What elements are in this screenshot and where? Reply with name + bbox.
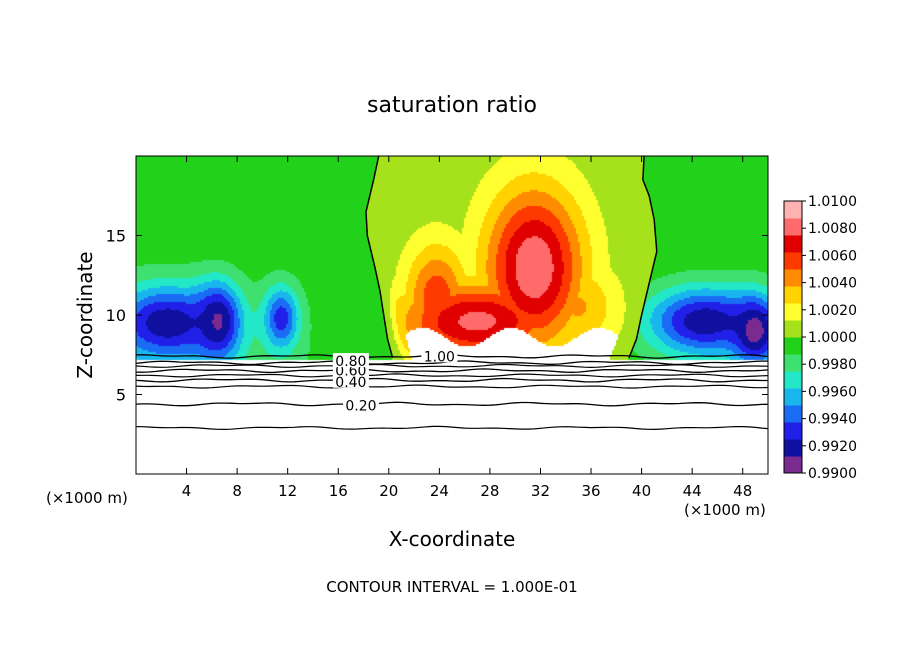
colorbar: 1.0100 1.0080 1.0060 1.0040 1.0020 1.0000 0.99… xyxy=(783,194,857,482)
contour-line xyxy=(135,373,769,378)
x-tick-label: 12 xyxy=(278,482,297,500)
x-unit-right: (×1000 m) xyxy=(684,501,766,519)
contour-label-bg xyxy=(332,353,369,368)
contour-line-1.000 xyxy=(628,155,658,359)
colorbar-swatch xyxy=(784,235,802,253)
x-tick-label: 44 xyxy=(683,482,702,500)
x-tick-label: 28 xyxy=(480,482,499,500)
colorbar-label: 1.0060 xyxy=(808,248,857,264)
contour-label: 1.00 xyxy=(424,349,455,365)
colorbar-label: 1.0000 xyxy=(808,330,857,346)
colorbar-swatch xyxy=(784,201,802,219)
colorbar-swatch xyxy=(784,286,802,304)
colorbar-swatch xyxy=(784,303,802,321)
colorbar-swatch xyxy=(784,218,802,236)
x-tick-label: 40 xyxy=(632,482,651,500)
contour-label-bg xyxy=(332,373,369,388)
y-tick-label: 15 xyxy=(106,227,126,246)
chart-title: saturation ratio xyxy=(367,93,537,118)
colorbar-label: 0.9920 xyxy=(808,439,857,455)
colorbar-swatch xyxy=(784,320,802,338)
contour-lines: 0.20 0.400.600.80 1.00 xyxy=(135,155,769,431)
x-tick-label: 36 xyxy=(581,482,600,500)
colorbar-label: 0.9940 xyxy=(808,412,857,428)
colorbar-swatch xyxy=(784,337,802,355)
contour-label: 0.60 xyxy=(335,364,366,380)
colorbar-swatch xyxy=(784,388,802,406)
x-tick-label: 8 xyxy=(232,482,242,500)
contour-label-bg xyxy=(421,348,458,363)
colorbar-swatch xyxy=(784,439,802,457)
colorbar-swatch xyxy=(784,252,802,270)
y-tick-label: 5 xyxy=(116,386,126,405)
x-tick-label: 48 xyxy=(733,482,752,500)
x-tick-label: 20 xyxy=(379,482,398,500)
contour-label: 0.80 xyxy=(335,354,366,370)
y-tick-label: 10 xyxy=(106,306,126,325)
plot-area: 0.200.400.600.80 1.00 4 8 12 16 20 24 28 32 36 40 4… xyxy=(106,155,769,500)
contour-label: 0.40 xyxy=(335,375,366,391)
contour-label: 0.20 xyxy=(345,399,376,415)
contour-line xyxy=(135,363,769,369)
y-axis-label: Z-coordinate xyxy=(73,251,97,378)
contour-line-1.000 xyxy=(365,155,394,359)
colorbar-label: 1.0020 xyxy=(808,303,857,319)
contour-interval-note: CONTOUR INTERVAL = 1.000E-01 xyxy=(326,578,577,596)
contour-label-bg xyxy=(342,397,379,412)
colorbar-label: 1.0080 xyxy=(808,221,857,237)
colorbar-swatch xyxy=(784,354,802,372)
colorbar-swatch xyxy=(784,422,802,440)
x-axis-label: X-coordinate xyxy=(389,527,516,551)
x-axis-ticks: 4 8 12 16 20 24 28 32 36 40 44 48 xyxy=(182,156,752,500)
colorbar-swatch xyxy=(784,269,802,287)
colorbar-label: 1.0100 xyxy=(808,194,857,210)
colorbar-swatch xyxy=(784,405,802,423)
colorbar-label: 0.9960 xyxy=(808,384,857,400)
x-tick-label: 24 xyxy=(430,482,449,500)
contour-line xyxy=(135,368,769,374)
colorbar-label: 0.9900 xyxy=(808,466,857,482)
colorbar-swatch xyxy=(784,371,802,389)
x-tick-label: 4 xyxy=(182,482,192,500)
colorbar-swatch xyxy=(784,456,802,474)
heatmap-field xyxy=(136,156,768,474)
y-axis-ticks: 5 10 15 xyxy=(106,227,768,405)
contour-line xyxy=(135,384,769,389)
colorbar-label: 1.0040 xyxy=(808,276,857,292)
heatmap-field-wrap xyxy=(136,156,768,474)
x-tick-label: 32 xyxy=(531,482,550,500)
x-unit-left: (×1000 m) xyxy=(46,489,128,507)
contour-line xyxy=(135,377,768,383)
x-tick-label: 16 xyxy=(329,482,348,500)
contour-line xyxy=(135,425,769,431)
colorbar-label: 0.9980 xyxy=(808,357,857,373)
contour-line xyxy=(135,401,769,407)
